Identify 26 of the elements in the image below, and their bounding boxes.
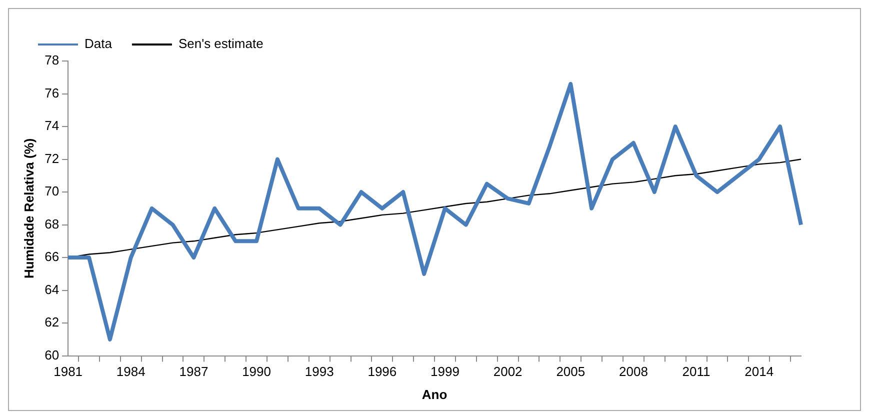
y-tick-label: 66	[44, 249, 60, 264]
x-tick-label: 1984	[116, 364, 146, 380]
x-tick-label: 1993	[304, 364, 334, 380]
x-tick-label: 2011	[682, 364, 710, 380]
y-tick-label: 76	[44, 85, 60, 100]
y-tick-label: 64	[44, 282, 60, 297]
legend-label: Sen's estimate	[178, 36, 264, 52]
y-tick-label: 72	[44, 150, 60, 166]
x-tick-label: 1990	[242, 364, 271, 380]
x-axis-title: Ano	[422, 386, 448, 402]
x-tick-label: 1981	[54, 364, 83, 380]
y-tick-label: 70	[44, 184, 60, 199]
x-tick-label: 1987	[179, 364, 208, 380]
y-axis-title: Humidade Relativa (%)	[21, 138, 36, 278]
x-tick-label: 1996	[368, 364, 397, 380]
y-tick-label: 68	[44, 216, 60, 232]
y-tick-label: 62	[44, 314, 60, 330]
y-tick-label: 60	[44, 347, 60, 362]
y-tick-label: 78	[44, 52, 60, 68]
x-tick-label: 1999	[430, 364, 460, 380]
x-tick-label: 2014	[744, 364, 774, 380]
x-tick-label: 2008	[619, 364, 648, 380]
x-tick-label: 2002	[493, 364, 522, 380]
y-tick-label: 74	[44, 118, 60, 134]
legend-label: Data	[84, 36, 113, 52]
x-tick-label: 2005	[556, 364, 586, 380]
